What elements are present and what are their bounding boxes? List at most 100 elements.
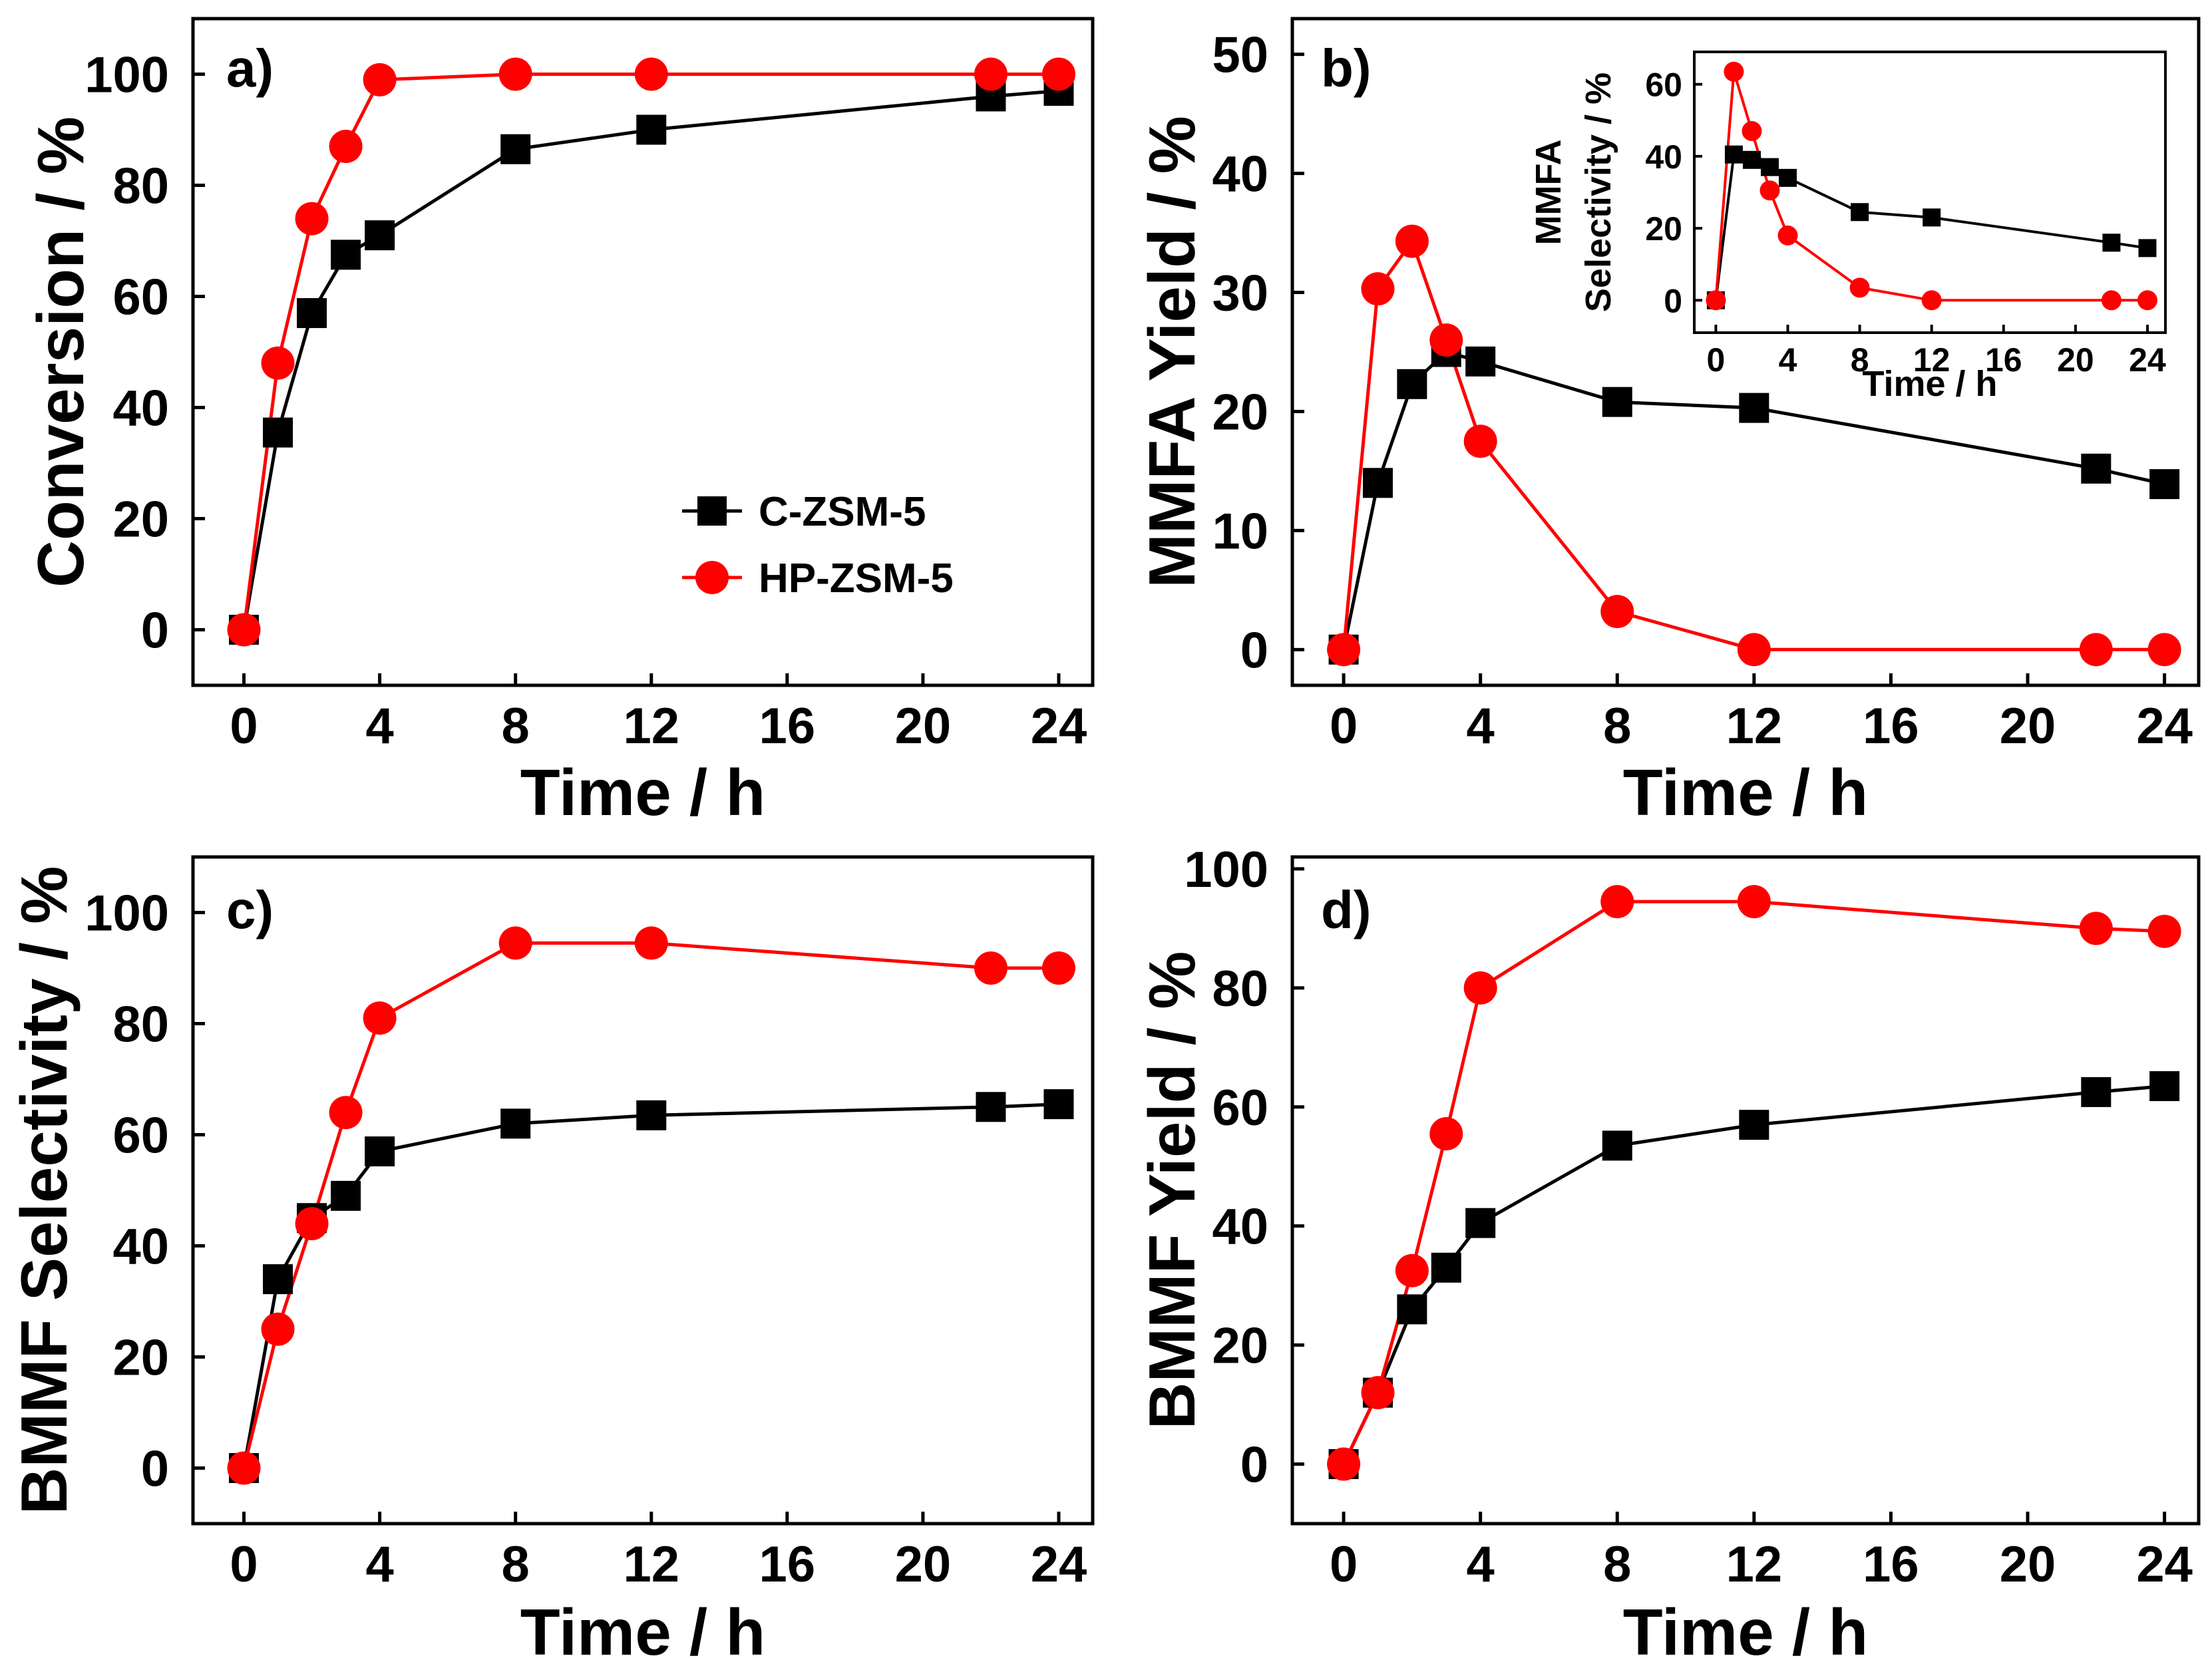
c-hp-zsm5-point [1041, 951, 1075, 985]
inset-series [1706, 61, 2157, 311]
panel-d-frame [1290, 855, 2201, 1526]
c-hp-zsm5-point [295, 1207, 329, 1241]
b-y-tick-label: 40 [1212, 146, 1268, 203]
bi-x-tick-label: 16 [1985, 341, 2022, 379]
a-x-tick-label: 20 [895, 698, 952, 754]
bi-y-tick-label: 20 [1645, 210, 1682, 248]
inset-ticks: 0 4 8 12 16 20 24 0 20 40 60 [1645, 67, 2166, 379]
a-hp-zsm5-point [974, 57, 1008, 91]
d-c-zsm5-point [1397, 1294, 1427, 1325]
b-y-tick-label: 30 [1212, 265, 1268, 322]
d-c-zsm5-point [2149, 1071, 2180, 1101]
c-y-tick-label: 20 [112, 1330, 169, 1387]
c-x-tick-label: 16 [759, 1536, 816, 1593]
bi-x-tick-label: 24 [2129, 341, 2166, 379]
panel-a-frame [191, 17, 1095, 687]
b-hp-zsm5-point [1429, 323, 1463, 357]
a-x-tick-label: 16 [759, 698, 816, 754]
a-c-zsm5-point [297, 298, 327, 329]
d-y-tick-label: 100 [1184, 842, 1268, 898]
d-hp-zsm5-point [1737, 885, 1771, 919]
c-hp-zsm5-point [227, 1451, 261, 1485]
bi-y-tick-label: 0 [1664, 282, 1682, 319]
panel-a-ticks: 0 4 8 12 16 20 24 0 20 40 60 80 100 [85, 47, 1087, 755]
bi-hp-zsm5-point [1849, 277, 1870, 298]
panel-c-series [227, 926, 1075, 1485]
a-hp-zsm5-point [1041, 57, 1075, 91]
b-hp-zsm5-point [2147, 633, 2181, 667]
panel-a-y-axis-title: Conversion / % [24, 116, 97, 587]
bi-hp-zsm5-point [1759, 180, 1780, 201]
b-y-tick-label: 50 [1212, 27, 1268, 84]
panel-d-y-axis-title: BMMF Yield / % [1135, 951, 1208, 1430]
d-y-tick-label: 20 [1212, 1318, 1268, 1375]
c-hp-zsm5-point [974, 951, 1008, 985]
a-hp-zsm5-point [363, 63, 397, 96]
bi-hp-zsm5-point [2101, 290, 2121, 311]
legend-c-zsm5-marker [697, 496, 727, 526]
c-y-tick-label: 0 [141, 1441, 169, 1498]
a-hp-zsm5-point [498, 57, 532, 91]
c-c-zsm5-point [365, 1136, 395, 1167]
panel-d-ticks: 0 4 8 12 16 20 24 0 20 40 60 80 100 [1184, 842, 2193, 1593]
panel-c-ticks: 0 4 8 12 16 20 24 0 20 40 60 80 100 [85, 886, 1087, 1593]
panel-c-x-axis-title: Time / h [520, 1595, 766, 1669]
panel-b-series [1327, 224, 2181, 667]
legend-hp-zsm5-marker [695, 561, 729, 594]
panel-c-y-axis-title: BMMF Selectivity / % [7, 866, 81, 1515]
b-x-tick-label: 0 [1330, 698, 1358, 754]
a-x-tick-label: 4 [365, 698, 393, 754]
d-hp-zsm5-point [1463, 971, 1497, 1005]
d-x-tick-label: 24 [2136, 1536, 2193, 1593]
b-hp-zsm5-point [1327, 633, 1361, 667]
bi-c-zsm5-point [1760, 158, 1779, 176]
a-y-tick-label: 40 [112, 381, 169, 437]
d-c-zsm5-point [1431, 1252, 1461, 1283]
a-hp-zsm5-point [295, 202, 329, 236]
a-x-tick-label: 24 [1031, 698, 1087, 754]
b-hp-zsm5-point [1600, 595, 1634, 629]
a-c-zsm5-point [331, 240, 361, 270]
panel-d-series [1327, 885, 2181, 1481]
panel-a-series [227, 57, 1075, 647]
d-c-zsm5-point [1739, 1110, 1769, 1140]
c-x-tick-label: 0 [230, 1536, 258, 1593]
a-x-tick-label: 0 [230, 698, 258, 754]
b-c-zsm5-point [1602, 387, 1632, 417]
b-c-zsm5-point [1739, 393, 1769, 423]
b-c-zsm5-point [1465, 346, 1496, 377]
a-c-zsm5-point [263, 417, 293, 448]
d-c-zsm5-point [2081, 1077, 2112, 1107]
d-hp-zsm5-point [1600, 885, 1634, 919]
b-x-tick-label: 8 [1603, 698, 1631, 754]
d-x-tick-label: 4 [1467, 1536, 1495, 1593]
b-hp-zsm5-point [1361, 272, 1395, 306]
legend-hp-zsm5-label: HP-ZSM-5 [759, 556, 954, 601]
b-hp-zsm5-point [2079, 633, 2113, 667]
d-x-tick-label: 20 [2000, 1536, 2056, 1593]
b-y-tick-label: 20 [1212, 384, 1268, 440]
a-c-zsm5-point [365, 220, 395, 251]
bi-c-zsm5-point [2102, 234, 2121, 252]
panel-b-inset: 0 4 8 12 16 20 24 0 20 40 60 Time / h MMFA Selecti… [1529, 51, 2167, 404]
b-x-tick-label: 20 [2000, 698, 2056, 754]
c-hp-zsm5-point [498, 926, 532, 960]
bi-c-zsm5-point [1851, 203, 1869, 222]
panel-b-frame [1290, 17, 2201, 687]
a-series-hp-zsm5-line [242, 73, 1059, 630]
bi-x-tick-label: 4 [1779, 341, 1797, 379]
panel-c-frame [191, 855, 1095, 1526]
a-series-c-zsm5-line [242, 89, 1059, 630]
panel-c: 0 4 8 12 16 20 24 0 20 40 60 80 100 c) Time / h BMMF… [7, 855, 1095, 1669]
d-y-tick-label: 60 [1212, 1080, 1268, 1136]
d-c-zsm5-point [1602, 1130, 1632, 1161]
inset-y-axis-title-line1: MMFA [1529, 140, 1568, 246]
panel-a: 0 4 8 12 16 20 24 0 20 40 60 80 100 a) Time / h Conv… [24, 17, 1095, 829]
panel-a-x-axis-title: Time / h [520, 756, 766, 829]
legend-c-zsm5-label: C-ZSM-5 [759, 489, 926, 535]
c-x-tick-label: 4 [365, 1536, 393, 1593]
bi-x-tick-label: 20 [2057, 341, 2094, 379]
c-c-zsm5-point [636, 1100, 667, 1130]
b-c-zsm5-point [2149, 469, 2180, 500]
